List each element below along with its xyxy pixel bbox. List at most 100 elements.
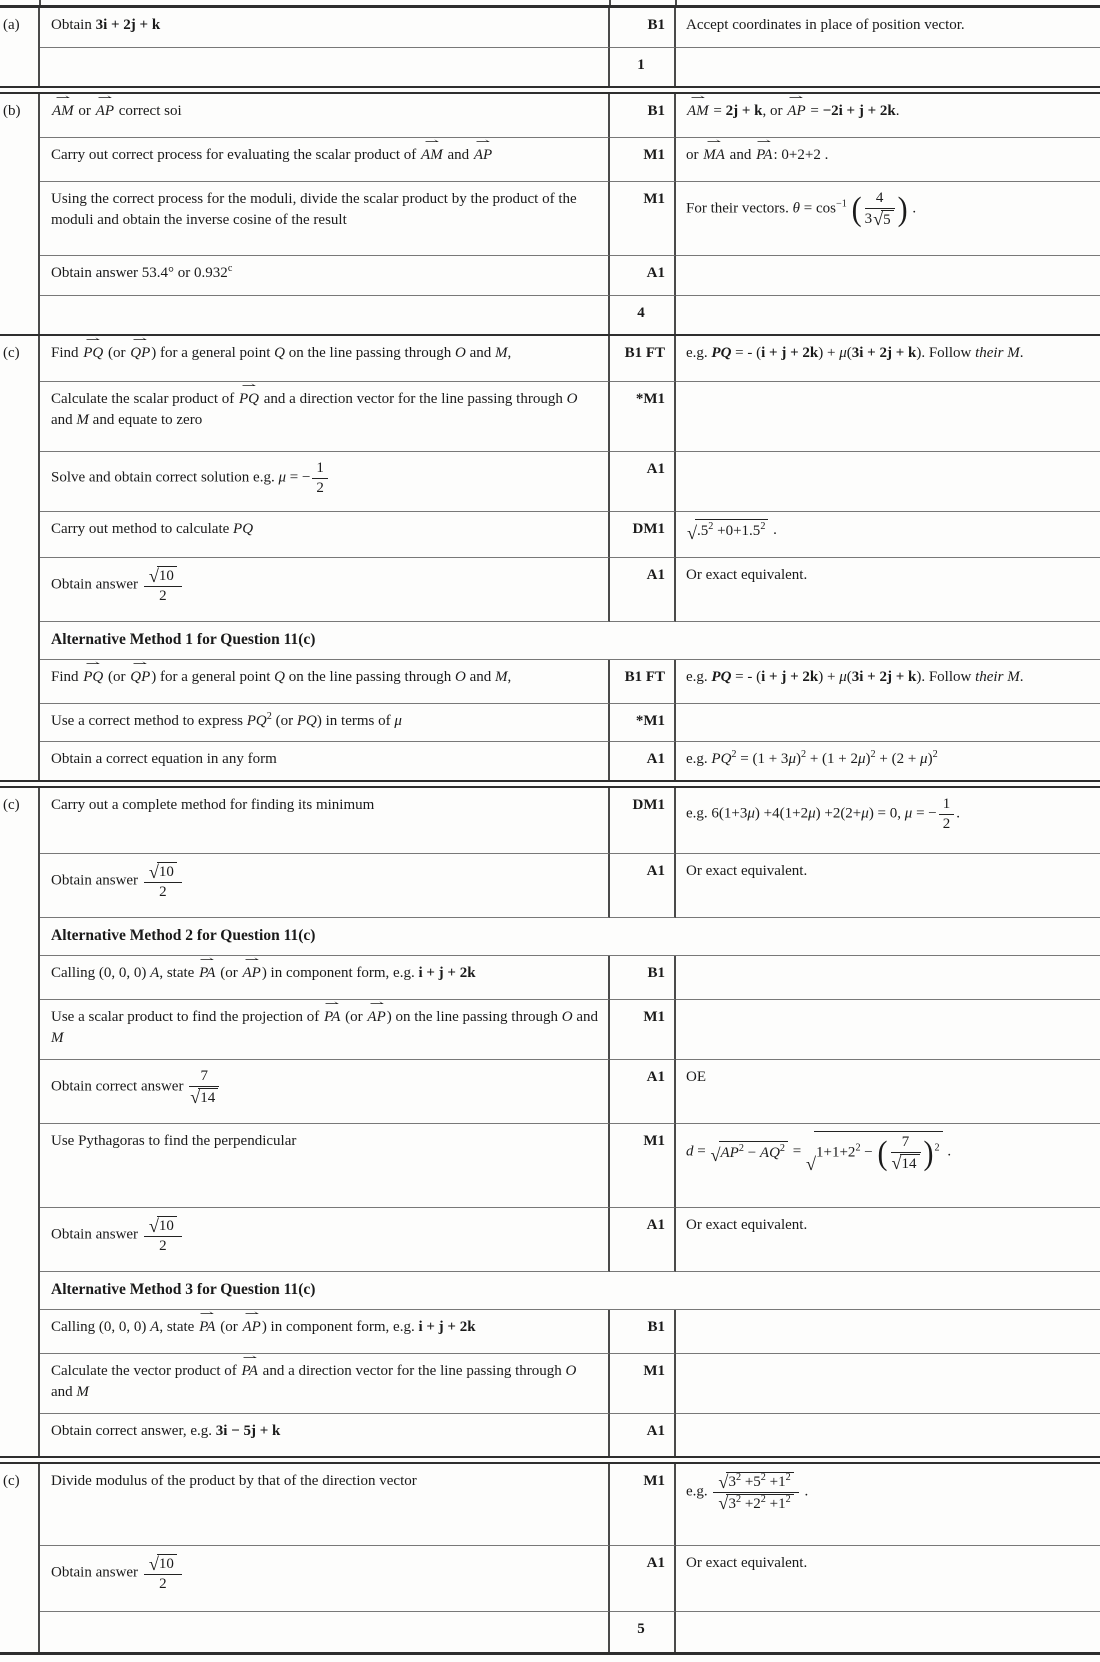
table-row: Obtain answer √ 10 2 A1 Or exact equivalen…: [0, 854, 1100, 918]
guidance-cell: e.g. PQ2 = (1 + 3μ)2 + (1 + 2μ)2 + (2 + …: [686, 749, 938, 767]
guidance-cell: [676, 296, 1100, 334]
cutoff-row-rule-stubs: [0, 0, 1100, 5]
mark-scheme-table: (a) Obtain 3i + 2j + k B1 Accept coordin…: [0, 5, 1100, 1655]
table-row: Using the correct process for the moduli…: [0, 182, 1100, 256]
guidance-cell: [676, 48, 1100, 86]
part-label-cell: [0, 660, 40, 704]
table-row: (a) Obtain 3i + 2j + k B1 Accept coordin…: [0, 8, 1100, 48]
rule-stub: [675, 0, 677, 5]
part-label-cell: [0, 296, 40, 334]
table-row: Obtain a correct equation in any form A1…: [0, 742, 1100, 780]
answer-description-cell: Calculate the vector product of PA and a…: [40, 1354, 610, 1414]
mark-cell: B1 FT: [610, 660, 676, 704]
mark-cell: A1: [610, 452, 676, 512]
rule-stub: [609, 0, 611, 5]
part-label-cell: (b): [0, 94, 40, 138]
mark-cell: *M1: [610, 382, 676, 452]
guidance-cell: [676, 1612, 1100, 1652]
mark-cell: DM1: [610, 788, 676, 854]
table-row: Obtain correct answer, e.g. 3i − 5j + k …: [0, 1414, 1100, 1456]
answer-description-cell: Carry out a complete method for finding …: [40, 788, 610, 854]
answer-description-cell: Obtain correct answer 7 √ 14: [40, 1060, 610, 1124]
section-separator: [0, 780, 1100, 788]
part-label-cell: [0, 622, 40, 660]
part-label-cell: [0, 182, 40, 256]
part-label-cell: [0, 1124, 40, 1208]
part-label-cell: [0, 956, 40, 1000]
guidance-cell: [676, 452, 1100, 512]
answer-description-cell: Carry out method to calculate PQ: [40, 512, 610, 558]
answer-description-cell: Alternative Method 1 for Question 11(c): [40, 622, 1100, 660]
guidance-cell: e.g. 6(1+3μ) +4(1+2μ) +2(2+μ) = 0, μ = −…: [676, 788, 1100, 854]
answer-description-cell: Calling (0, 0, 0) A, state PA (or AP) in…: [40, 956, 610, 1000]
part-label-cell: (c): [0, 1464, 40, 1546]
part-label-cell: [0, 704, 40, 742]
table-row: Obtain correct answer 7 √ 14 A1 OE: [0, 1060, 1100, 1124]
answer-description-cell: Obtain answer √ 10 2: [40, 558, 610, 622]
guidance-cell: e.g. PQ = - (i + j + 2k) + μ(3i + 2j + k…: [676, 336, 1100, 382]
mark-cell: A1: [610, 742, 676, 780]
part-label-cell: [0, 854, 40, 918]
guidance-cell: Or exact equivalent.: [676, 854, 1100, 918]
guidance-cell: d = √ AP2 − AQ2 = √ 1+1+22 − (7 √ 14) 2 .: [676, 1124, 1100, 1208]
table-row: Find PQ (or QP) for a general point Q on…: [0, 660, 1100, 704]
part-label-cell: (c): [0, 336, 40, 382]
part-label-cell: [0, 1546, 40, 1612]
answer-description-cell: Use a scalar product to find the project…: [40, 1000, 610, 1060]
answer-description-cell: [40, 1612, 610, 1652]
answer-description-cell: AM or AP correct soi: [40, 94, 610, 138]
table-row: Carry out correct process for evaluating…: [0, 138, 1100, 182]
answer-description-cell: Use Pythagoras to find the perpendicular: [40, 1124, 610, 1208]
guidance-cell: [676, 704, 1100, 742]
guidance-cell: [676, 1310, 1100, 1354]
mark-cell: A1: [610, 1060, 676, 1124]
answer-description-cell: Obtain answer √ 10 2: [40, 1546, 610, 1612]
table-row: Alternative Method 3 for Question 11(c): [0, 1272, 1100, 1310]
answer-description-cell: Obtain answer √ 10 2: [40, 854, 610, 918]
table-row: (c) Carry out a complete method for find…: [0, 788, 1100, 854]
table-row: (c) Find PQ (or QP) for a general point …: [0, 336, 1100, 382]
mark-cell: A1: [610, 854, 676, 918]
part-label-cell: [0, 138, 40, 182]
part-label-cell: [0, 918, 40, 956]
section-separator: [0, 86, 1100, 94]
mark-cell: B1: [610, 956, 676, 1000]
mark-cell: 4: [610, 296, 676, 334]
table-row: Use Pythagoras to find the perpendicular…: [0, 1124, 1100, 1208]
table-row: Calculate the vector product of PA and a…: [0, 1354, 1100, 1414]
table-row: Obtain answer 53.4° or 0.932c A1: [0, 256, 1100, 296]
table-row: 4: [0, 296, 1100, 334]
answer-description-cell: Find PQ (or QP) for a general point Q on…: [40, 660, 610, 704]
answer-description-cell: Alternative Method 3 for Question 11(c): [40, 1272, 1100, 1310]
mark-cell: 5: [610, 1612, 676, 1652]
mark-cell: M1: [610, 1464, 676, 1546]
part-label-cell: [0, 1272, 40, 1310]
mark-cell: B1: [610, 94, 676, 138]
mark-cell: A1: [610, 558, 676, 622]
table-row: Calling (0, 0, 0) A, state PA (or AP) in…: [0, 956, 1100, 1000]
answer-description-cell: [40, 296, 610, 334]
mark-cell: M1: [610, 182, 676, 256]
table-row: Alternative Method 1 for Question 11(c): [0, 622, 1100, 660]
table-row: Obtain answer √ 10 2 A1 Or exact equivalen…: [0, 558, 1100, 622]
guidance-cell: √ .52 +0+1.52 .: [676, 512, 1100, 558]
guidance-cell: e.g. PQ = - (i + j + 2k) + μ(3i + 2j + k…: [676, 660, 1100, 704]
guidance-cell: or MA and PA: 0+2+2 .: [676, 138, 1100, 182]
answer-description-cell: Obtain 3i + 2j + k: [40, 8, 610, 48]
part-label-cell: [0, 256, 40, 296]
guidance-cell: Or exact equivalent.: [676, 558, 1100, 622]
part-label-cell: [0, 1612, 40, 1652]
guidance-cell: [676, 956, 1100, 1000]
table-row: 5: [0, 1612, 1100, 1652]
answer-description-cell: Obtain answer √ 10 2: [40, 1208, 610, 1272]
answer-description-cell: Use a correct method to express PQ2 (or …: [40, 704, 610, 742]
table-row: 1: [0, 48, 1100, 86]
answer-description-cell: Divide modulus of the product by that of…: [40, 1464, 610, 1546]
answer-description-cell: Using the correct process for the moduli…: [40, 182, 610, 256]
guidance-cell: Accept coordinates in place of position …: [676, 8, 1100, 48]
mark-cell: B1 FT: [610, 336, 676, 382]
table-row: Carry out method to calculate PQ DM1 √ .5…: [0, 512, 1100, 558]
part-label-cell: [0, 1000, 40, 1060]
section-separator: [0, 1456, 1100, 1464]
mark-cell: M1: [610, 1354, 676, 1414]
